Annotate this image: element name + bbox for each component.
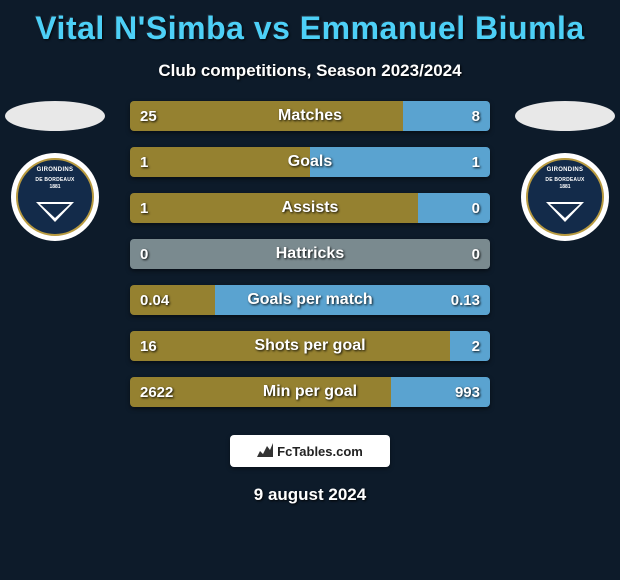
comparison-area: GIRONDINS DE BORDEAUX 1881 GIRONDINS DE … [0,101,620,421]
page-title: Vital N'Simba vs Emmanuel Biumla [0,0,620,47]
stat-value-left: 0 [140,246,148,263]
stat-bar-right: 8 [403,101,490,131]
player-left-photo [5,101,105,131]
stat-bar-left: 1 [130,193,418,223]
stat-value-right: 2 [472,338,480,355]
stat-row: 258Matches [130,101,490,131]
player-left-panel: GIRONDINS DE BORDEAUX 1881 [0,101,110,241]
attribution-text: FcTables.com [277,444,363,459]
player-right-club-badge: GIRONDINS DE BORDEAUX 1881 [521,153,609,241]
stat-row: 0.040.13Goals per match [130,285,490,315]
generation-date: 9 august 2024 [0,485,620,505]
stat-value-left: 2622 [140,384,173,401]
badge-text: GIRONDINS [547,167,584,173]
player-left-club-badge: GIRONDINS DE BORDEAUX 1881 [11,153,99,241]
stat-bar-right: 2 [450,331,490,361]
stat-value-left: 1 [140,154,148,171]
stat-value-right: 1 [472,154,480,171]
player-right-photo [515,101,615,131]
player-right-panel: GIRONDINS DE BORDEAUX 1881 [510,101,620,241]
attribution-badge: FcTables.com [230,435,390,467]
stat-value-left: 16 [140,338,157,355]
stat-bar-left: 0.04 [130,285,215,315]
stat-value-right: 0 [472,200,480,217]
stat-bar-left: 0 [130,239,310,269]
chart-icon [257,443,273,460]
stat-value-left: 1 [140,200,148,217]
stat-row: 10Assists [130,193,490,223]
badge-text: DE BORDEAUX [545,177,584,183]
chevron-icon [546,202,584,222]
stat-bar-right: 0 [418,193,490,223]
stat-value-right: 0 [472,246,480,263]
stat-value-right: 993 [455,384,480,401]
page-subtitle: Club competitions, Season 2023/2024 [0,61,620,81]
stat-bar-right: 0.13 [215,285,490,315]
stat-bar-left: 16 [130,331,450,361]
stat-bar-left: 2622 [130,377,391,407]
stat-bar-right: 993 [391,377,490,407]
badge-inner-right: GIRONDINS DE BORDEAUX 1881 [526,158,604,236]
stat-row: 11Goals [130,147,490,177]
stat-bar-right: 0 [310,239,490,269]
stat-bar-left: 25 [130,101,403,131]
badge-text: 1881 [559,184,570,190]
chevron-icon [36,202,74,222]
stat-row: 00Hattricks [130,239,490,269]
stat-value-left: 0.04 [140,292,169,309]
stat-value-right: 0.13 [451,292,480,309]
stat-value-right: 8 [472,108,480,125]
stat-bar-left: 1 [130,147,310,177]
stat-row: 2622993Min per goal [130,377,490,407]
badge-text: 1881 [49,184,60,190]
stat-bar-right: 1 [310,147,490,177]
badge-inner-left: GIRONDINS DE BORDEAUX 1881 [16,158,94,236]
stat-bars: 258Matches11Goals10Assists00Hattricks0.0… [130,101,490,423]
badge-text: DE BORDEAUX [35,177,74,183]
stat-value-left: 25 [140,108,157,125]
stat-row: 162Shots per goal [130,331,490,361]
badge-text: GIRONDINS [37,167,74,173]
